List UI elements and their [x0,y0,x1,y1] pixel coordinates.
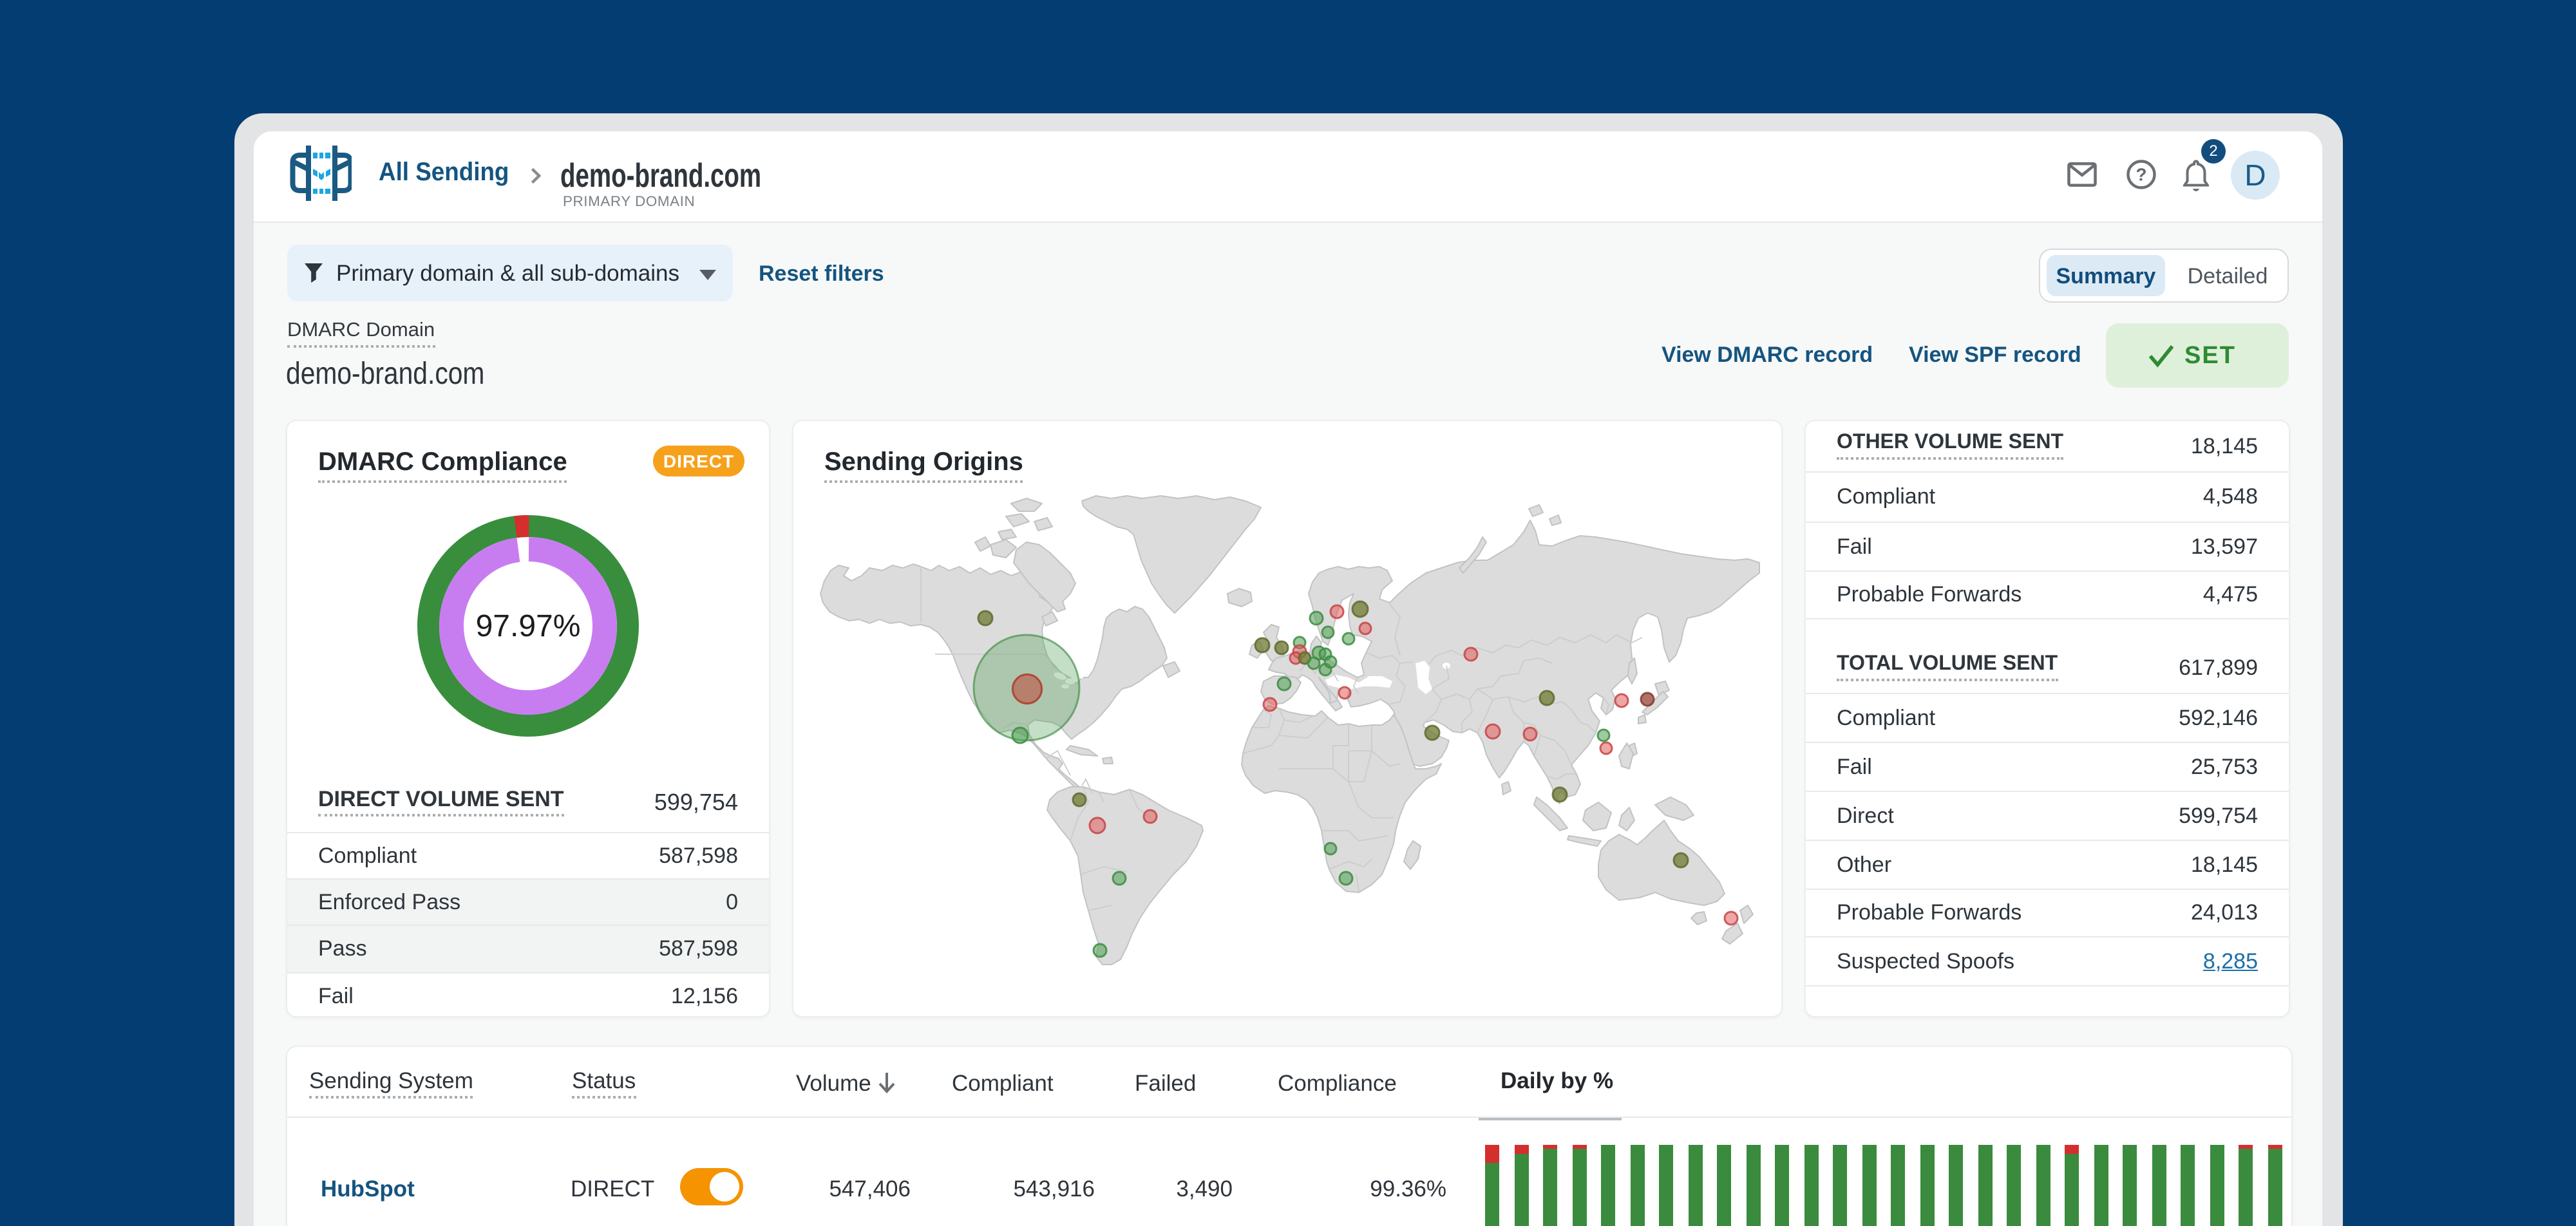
svg-text:97.97%: 97.97% [476,609,581,643]
svg-text:?: ? [2136,165,2147,185]
